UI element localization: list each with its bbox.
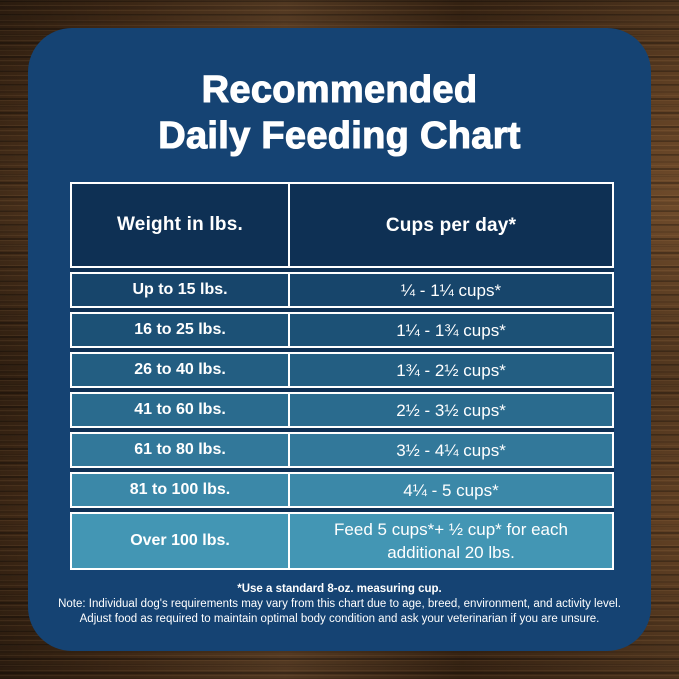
table-row: 16 to 25 lbs. 1¼ - 1¾ cups* <box>70 312 614 348</box>
cups-cell: ¼ - 1¼ cups* <box>288 274 612 306</box>
feeding-chart-card: Recommended Daily Feeding Chart Weight i… <box>28 28 651 651</box>
title-line-2: Daily Feeding Chart <box>158 114 521 157</box>
table-row: 61 to 80 lbs. 3½ - 4¼ cups* <box>70 432 614 468</box>
footnotes: *Use a standard 8-oz. measuring cup. Not… <box>28 582 651 627</box>
column-header-cups: Cups per day* <box>288 184 612 266</box>
cups-cell: 3½ - 4¼ cups* <box>288 434 612 466</box>
column-header-weight: Weight in lbs. <box>117 214 243 235</box>
cups-cell: Feed 5 cups*+ ½ cup* for each additional… <box>288 514 612 568</box>
note-disclaimer-2: Adjust food as required to maintain opti… <box>79 613 600 625</box>
table-header-row: Weight in lbs. Cups per day* <box>70 182 614 268</box>
table-row: 81 to 100 lbs. 4¼ - 5 cups* <box>70 472 614 508</box>
note-measuring-cup: *Use a standard 8-oz. measuring cup. <box>237 583 442 595</box>
weight-cell: 26 to 40 lbs. <box>134 361 226 378</box>
feeding-table: Weight in lbs. Cups per day* Up to 15 lb… <box>70 182 614 570</box>
cups-cell: 1¾ - 2½ cups* <box>288 354 612 386</box>
table-row: 26 to 40 lbs. 1¾ - 2½ cups* <box>70 352 614 388</box>
page-title: Recommended Daily Feeding Chart <box>28 68 651 159</box>
title-line-1: Recommended <box>201 68 478 111</box>
note-disclaimer-1: Note: Individual dog's requirements may … <box>58 598 621 610</box>
cups-cell: 2½ - 3½ cups* <box>288 394 612 426</box>
cups-cell: 1¼ - 1¾ cups* <box>288 314 612 346</box>
cups-cell: 4¼ - 5 cups* <box>288 474 612 506</box>
weight-cell: 81 to 100 lbs. <box>129 481 231 498</box>
weight-cell: Over 100 lbs. <box>130 532 230 549</box>
weight-cell: 16 to 25 lbs. <box>134 321 226 338</box>
table-row: 41 to 60 lbs. 2½ - 3½ cups* <box>70 392 614 428</box>
weight-cell: 41 to 60 lbs. <box>134 401 226 418</box>
table-row: Over 100 lbs. Feed 5 cups*+ ½ cup* for e… <box>70 512 614 570</box>
weight-cell: 61 to 80 lbs. <box>134 441 226 458</box>
weight-cell: Up to 15 lbs. <box>132 281 228 298</box>
table-row: Up to 15 lbs. ¼ - 1¼ cups* <box>70 272 614 308</box>
